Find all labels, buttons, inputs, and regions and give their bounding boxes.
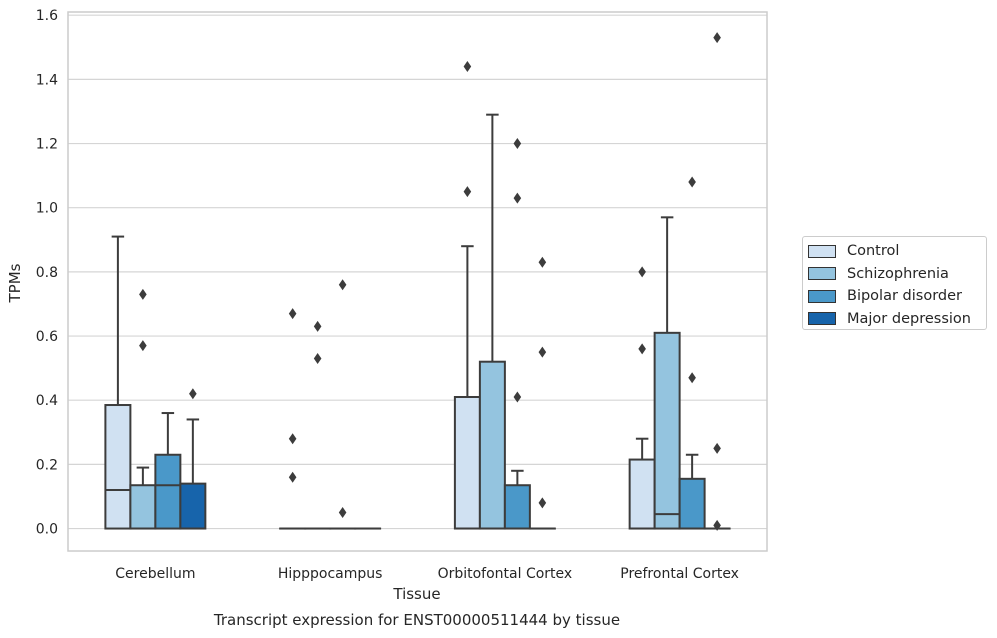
box xyxy=(104,235,132,530)
outlier-point xyxy=(638,343,646,355)
y-tick-label: 1.0 xyxy=(36,201,58,217)
y-tick-label: 0.2 xyxy=(36,457,58,473)
box xyxy=(179,388,207,530)
box-body xyxy=(628,458,656,530)
outlier-point xyxy=(688,372,696,384)
legend-item: Control xyxy=(807,240,986,263)
legend-swatch xyxy=(808,312,836,326)
box-body xyxy=(478,360,506,530)
outlier-point xyxy=(288,433,297,445)
legend: Control Schizophrenia Bipolar disorder Majo… xyxy=(802,236,987,330)
x-axis-ticks: Cerebellum Hipppocampus Orbitofontal Corte… xyxy=(115,566,739,582)
y-tick-label: 0.4 xyxy=(36,393,58,409)
outlier-point xyxy=(713,519,721,531)
outlier-point xyxy=(313,320,322,332)
outlier-point xyxy=(288,308,297,320)
y-tick-label: 0.6 xyxy=(36,329,58,345)
legend-item: Bipolar disorder xyxy=(807,285,986,308)
outlier-point xyxy=(338,507,347,518)
box-body xyxy=(104,404,132,530)
legend-label: Major depression xyxy=(847,310,971,327)
legend-item: Major depression xyxy=(807,308,986,331)
legend-label: Schizophrenia xyxy=(847,265,949,282)
box xyxy=(453,61,481,530)
y-tick-label: 0.0 xyxy=(36,522,58,538)
y-axis-ticks: 0.0 0.2 0.4 0.6 0.8 1.0 1.2 1.4 1.6 xyxy=(36,8,58,537)
box-body xyxy=(678,477,706,530)
box xyxy=(678,176,706,530)
box xyxy=(478,113,506,530)
box xyxy=(628,266,656,530)
outlier-point xyxy=(688,176,696,188)
legend-swatch xyxy=(808,244,836,258)
y-tick-label: 1.6 xyxy=(36,8,58,24)
legend-swatch xyxy=(808,289,836,303)
box-body xyxy=(129,484,157,530)
outlier-point xyxy=(463,186,472,198)
grid-lines xyxy=(68,14,767,530)
box xyxy=(703,32,731,531)
box xyxy=(304,320,332,530)
x-axis-label: Tissue xyxy=(392,585,440,603)
box-body xyxy=(453,396,481,530)
outlier-point xyxy=(338,279,347,291)
y-tick-label: 1.4 xyxy=(36,72,58,88)
box-body xyxy=(179,482,207,530)
outlier-point xyxy=(139,340,147,352)
box xyxy=(528,256,556,530)
outlier-point xyxy=(513,138,522,150)
outlier-point xyxy=(313,353,322,364)
outlier-point xyxy=(463,61,472,73)
outlier-point xyxy=(288,471,297,483)
box-body xyxy=(154,453,182,530)
x-tick-label: Prefrontal Cortex xyxy=(620,566,739,582)
legend-label: Bipolar disorder xyxy=(847,288,962,305)
box-plots xyxy=(104,32,731,531)
x-tick-label: Hipppocampus xyxy=(278,566,383,582)
outlier-point xyxy=(513,391,522,403)
outlier-point xyxy=(189,388,197,400)
y-axis-label: TPMs xyxy=(6,263,24,303)
y-tick-label: 0.8 xyxy=(36,265,58,281)
legend-label: Control xyxy=(847,243,900,260)
outlier-point xyxy=(139,288,147,300)
outlier-point xyxy=(638,266,646,278)
x-tick-label: Orbitofontal Cortex xyxy=(438,566,573,582)
outlier-point xyxy=(538,346,547,358)
y-tick-label: 1.2 xyxy=(36,137,58,153)
plot-frame xyxy=(67,11,768,552)
box xyxy=(279,308,307,530)
box xyxy=(329,279,357,530)
box-body xyxy=(503,484,531,530)
box xyxy=(154,412,182,530)
box xyxy=(653,216,681,530)
chart-title: Transcript expression for ENST0000051144… xyxy=(213,611,620,629)
legend-swatch xyxy=(808,267,836,281)
box xyxy=(503,138,531,530)
outlier-point xyxy=(513,192,522,204)
box xyxy=(129,288,157,530)
x-tick-label: Cerebellum xyxy=(115,566,195,582)
outlier-point xyxy=(538,497,547,509)
outlier-point xyxy=(713,32,721,44)
box-body xyxy=(653,331,681,530)
outlier-point xyxy=(713,442,721,454)
legend-item: Schizophrenia xyxy=(807,263,986,286)
outlier-point xyxy=(538,256,547,268)
